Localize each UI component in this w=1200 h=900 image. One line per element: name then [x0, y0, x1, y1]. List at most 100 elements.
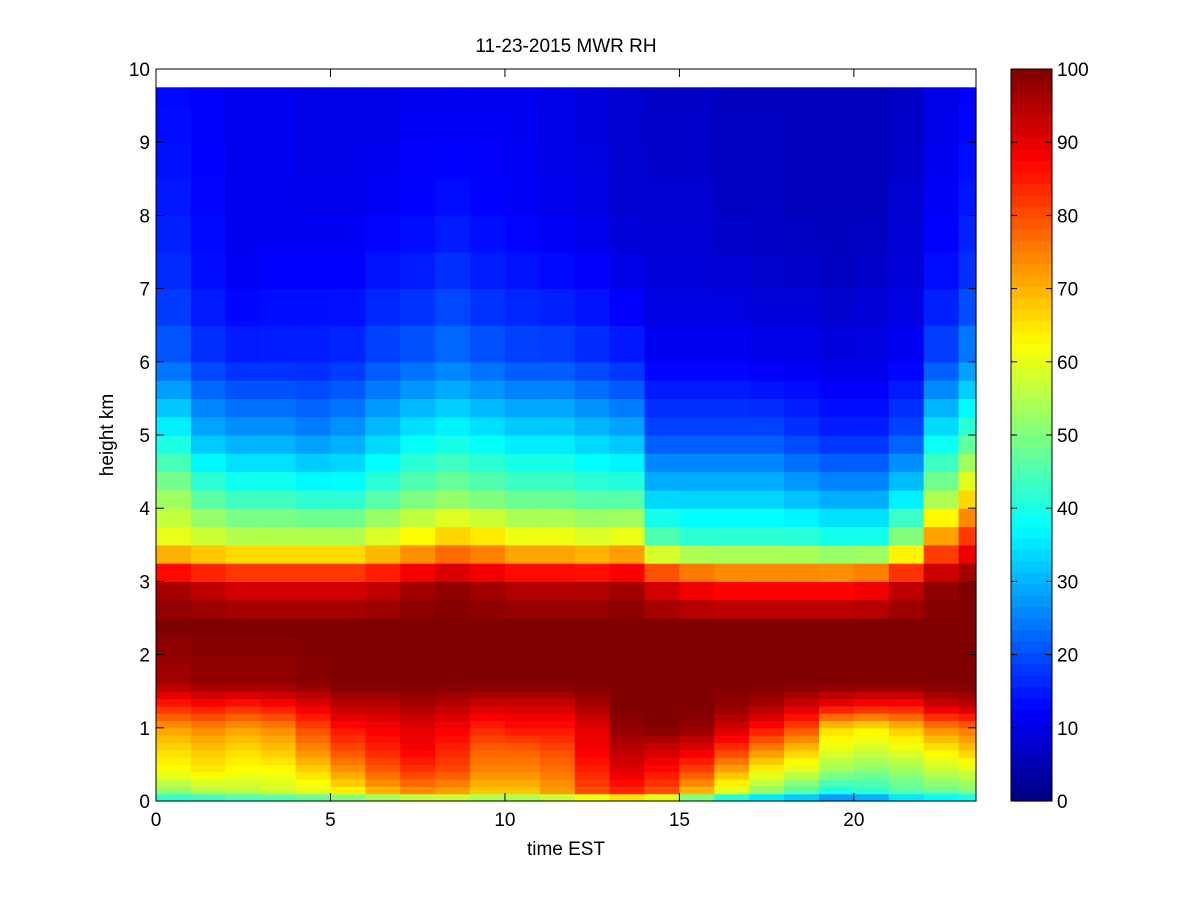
- heatmap-cell: [958, 764, 977, 773]
- heatmap-cell: [818, 698, 855, 707]
- heatmap-cell: [435, 252, 471, 290]
- heatmap-cell: [609, 416, 646, 436]
- heatmap-cell: [330, 618, 366, 637]
- heatmap-cell: [470, 471, 506, 491]
- heatmap-cell: [714, 735, 750, 744]
- heatmap-cell: [923, 508, 960, 528]
- heatmap-cell: [295, 727, 332, 736]
- heatmap-cell: [330, 142, 366, 180]
- heatmap-cell: [853, 361, 890, 381]
- heatmap-cell: [295, 581, 332, 601]
- heatmap-cell: [330, 178, 366, 216]
- heatmap-cell: [679, 757, 715, 765]
- heatmap-cell: [853, 178, 890, 216]
- heatmap-cell: [435, 325, 471, 363]
- heatmap-cell: [260, 563, 297, 582]
- heatmap-cell: [644, 142, 680, 180]
- heatmap-cell: [784, 786, 820, 795]
- heatmap-cell: [749, 720, 785, 729]
- heatmap-cell: [853, 526, 890, 546]
- heatmap-cell: [923, 178, 960, 216]
- heatmap-cell: [679, 618, 715, 637]
- heatmap-cell: [679, 683, 715, 692]
- heatmap-cell: [958, 793, 977, 802]
- heatmap-cell: [539, 325, 576, 363]
- heatmap-cell: [470, 361, 506, 381]
- heatmap-cell: [435, 676, 471, 685]
- heatmap-cell: [260, 325, 297, 363]
- heatmap-cell: [539, 142, 576, 180]
- heatmap-cell: [190, 508, 227, 528]
- heatmap-cell: [958, 599, 977, 619]
- heatmap-cell: [609, 618, 646, 637]
- heatmap-cell: [644, 453, 680, 473]
- heatmap-cell: [504, 771, 541, 780]
- heatmap-cell: [365, 749, 401, 758]
- heatmap-cell: [888, 669, 925, 678]
- heatmap-cell: [644, 771, 680, 780]
- heatmap-cell: [435, 764, 471, 773]
- heatmap-cell: [749, 508, 785, 528]
- heatmap-cell: [365, 676, 401, 685]
- heatmap-cell: [574, 325, 611, 363]
- heatmap-cell: [435, 683, 471, 692]
- heatmap-cell: [679, 599, 715, 619]
- heatmap-cell: [574, 453, 611, 473]
- heatmap-cell: [853, 599, 890, 619]
- heatmap-cell: [784, 698, 820, 707]
- heatmap-cell: [888, 786, 925, 795]
- heatmap-cell: [818, 749, 855, 758]
- heatmap-cell: [958, 720, 977, 729]
- heatmap-cell: [400, 380, 436, 399]
- heatmap-cell: [400, 398, 436, 418]
- heatmap-cell: [260, 771, 297, 780]
- heatmap-cell: [539, 361, 576, 381]
- heatmap-cell: [504, 526, 541, 546]
- heatmap-cell: [888, 661, 925, 670]
- heatmap-cell: [400, 87, 436, 107]
- heatmap-cell: [504, 764, 541, 773]
- heatmap-cell: [888, 713, 925, 722]
- heatmap-cell: [714, 618, 750, 637]
- y-tick-label: 9: [139, 133, 150, 154]
- y-tick-label: 10: [129, 60, 150, 81]
- heatmap-cell: [435, 727, 471, 736]
- heatmap-cell: [784, 764, 820, 773]
- heatmap-cell: [539, 720, 576, 729]
- heatmap-cell: [644, 361, 680, 381]
- heatmap-cell: [923, 786, 960, 795]
- heatmap-cell: [260, 380, 297, 399]
- heatmap-cell: [190, 786, 227, 795]
- heatmap-cell: [470, 544, 506, 564]
- heatmap-cell: [504, 252, 541, 290]
- heatmap-cell: [365, 661, 401, 670]
- heatmap-cell: [644, 252, 680, 290]
- heatmap-cell: [853, 735, 890, 744]
- heatmap-cell: [818, 742, 855, 751]
- heatmap-cell: [888, 727, 925, 736]
- colorbar-segment: [1011, 206, 1052, 219]
- heatmap-cell: [330, 793, 366, 802]
- heatmap-cell: [609, 654, 646, 663]
- heatmap-cell: [295, 713, 332, 722]
- heatmap-cell: [156, 489, 192, 509]
- heatmap-cell: [539, 489, 576, 509]
- heatmap-cell: [260, 705, 297, 714]
- heatmap-cell: [330, 361, 366, 381]
- colorbar-segment: [1011, 778, 1052, 791]
- heatmap-cell: [679, 720, 715, 729]
- colorbar-segment: [1011, 675, 1052, 688]
- heatmap-cell: [190, 654, 227, 663]
- heatmap-cell: [400, 361, 436, 381]
- heatmap-cell: [853, 757, 890, 765]
- heatmap-cell: [225, 705, 262, 714]
- heatmap-cell: [330, 215, 366, 253]
- heatmap-cell: [784, 599, 820, 619]
- heatmap-cell: [958, 325, 977, 363]
- heatmap-cell: [365, 683, 401, 692]
- heatmap-cell: [365, 735, 401, 744]
- heatmap-cell: [295, 416, 332, 436]
- colorbar-segment: [1011, 80, 1052, 93]
- heatmap-cell: [784, 749, 820, 758]
- heatmap-cell: [470, 618, 506, 637]
